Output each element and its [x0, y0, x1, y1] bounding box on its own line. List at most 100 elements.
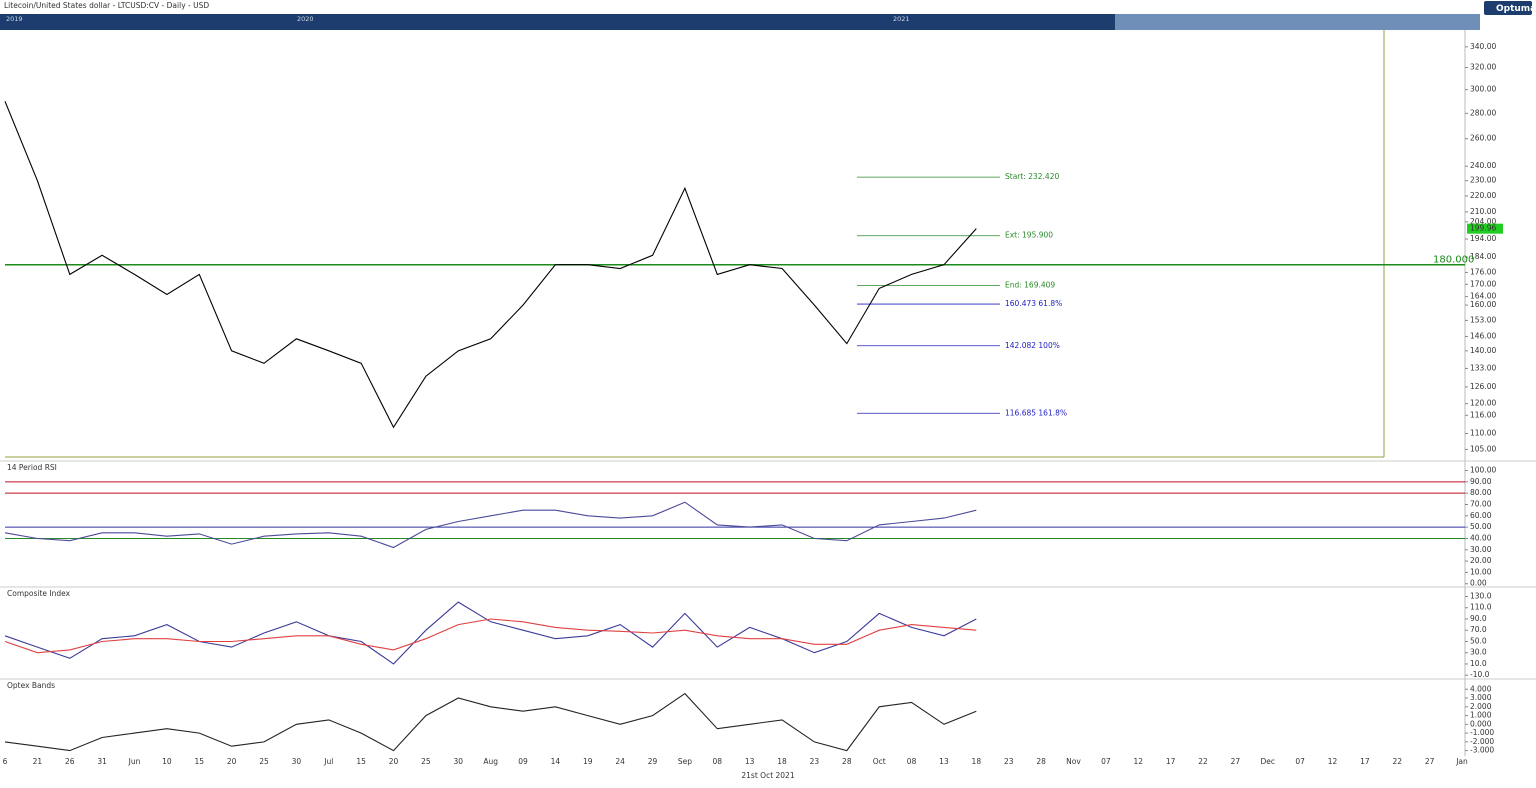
x-tick-label: 17 [1166, 757, 1176, 766]
y-tick-label: 140.00 [1470, 346, 1496, 355]
y-tick-label: 184.00 [1470, 252, 1496, 261]
y-tick-label: 1.000 [1470, 711, 1492, 720]
y-tick-label: 240.00 [1470, 161, 1496, 170]
level-label: 180.000 [1433, 255, 1474, 266]
y-tick-label: 60.00 [1470, 511, 1492, 520]
x-tick-label: 08 [713, 757, 723, 766]
fib-label: Ext: 195.900 [1005, 231, 1053, 240]
x-tick-label: 09 [518, 757, 528, 766]
y-tick-label: 90.0 [1470, 614, 1487, 623]
y-tick-label: 80.00 [1470, 488, 1492, 497]
y-tick-label: 260.00 [1470, 134, 1496, 143]
y-tick-label: 176.00 [1470, 267, 1496, 276]
chart-title: Litecoin/United States dollar - LTCUSD:C… [4, 1, 209, 10]
x-tick-label: 25 [259, 757, 269, 766]
y-tick-label: -3.000 [1470, 746, 1494, 755]
y-tick-label: 146.00 [1470, 331, 1496, 340]
y-tick-label: 170.00 [1470, 279, 1496, 288]
x-tick-label: 28 [842, 757, 852, 766]
x-tick-label: Sep [678, 757, 692, 766]
y-tick-label: 120.00 [1470, 399, 1496, 408]
x-tick-label: Oct [873, 757, 886, 766]
price-line [4, 101, 977, 429]
y-tick-label: 0.00 [1470, 579, 1487, 588]
panel-title: Optex Bands [7, 681, 55, 690]
y-tick-label: 280.00 [1470, 108, 1496, 117]
x-tick-label: 31 [97, 757, 107, 766]
y-tick-label: 220.00 [1470, 191, 1496, 200]
y-tick-label: 160.00 [1470, 300, 1496, 309]
panel-title: Composite Index [7, 589, 71, 598]
fib-label: 160.473 61.8% [1005, 299, 1062, 308]
fib-label: 142.082 100% [1005, 341, 1060, 350]
navigator-year: 2019 [6, 15, 23, 23]
x-tick-label: 27 [1231, 757, 1241, 766]
x-tick-label: Jun [128, 757, 141, 766]
y-tick-label: 300.00 [1470, 85, 1496, 94]
x-tick-label: 28 [1036, 757, 1046, 766]
series-line [4, 601, 977, 665]
y-tick-label: 50.0 [1470, 636, 1487, 645]
x-tick-label: 15 [356, 757, 366, 766]
x-tick-label: 13 [745, 757, 755, 766]
y-tick-label: 70.0 [1470, 625, 1487, 634]
x-tick-label: 25 [421, 757, 431, 766]
x-tick-label: 30 [454, 757, 464, 766]
x-tick-label: 27 [1425, 757, 1435, 766]
y-tick-label: 116.00 [1470, 410, 1496, 419]
y-tick-label: 100.00 [1470, 466, 1496, 475]
x-tick-label: 26 [65, 757, 75, 766]
y-tick-label: 110.0 [1470, 603, 1492, 612]
x-tick-label: 07 [1295, 757, 1305, 766]
y-tick-label: 20.00 [1470, 556, 1492, 565]
x-tick-label: 18 [972, 757, 982, 766]
y-tick-label: 133.00 [1470, 363, 1496, 372]
price-line [4, 501, 977, 549]
y-tick-label: 10.0 [1470, 659, 1487, 668]
y-tick-label: 320.00 [1470, 63, 1496, 72]
title-bar [0, 0, 1536, 14]
x-tick-label: 21 [33, 757, 43, 766]
y-tick-label: 153.00 [1470, 315, 1496, 324]
y-tick-label: 30.00 [1470, 545, 1492, 554]
x-tick-label: 22 [1392, 757, 1402, 766]
y-tick-label: 340.00 [1470, 42, 1496, 51]
y-tick-label: 3.000 [1470, 693, 1492, 702]
y-tick-label: 0.000 [1470, 719, 1492, 728]
y-tick-label: 210.00 [1470, 207, 1496, 216]
x-tick-label: Aug [483, 757, 498, 766]
x-tick-label: 15 [194, 757, 204, 766]
brand: Optuma [1496, 4, 1536, 14]
x-tick-label: Jul [323, 757, 333, 766]
y-tick-label: -10.0 [1470, 670, 1490, 679]
y-tick-label: 50.00 [1470, 522, 1492, 531]
x-tick-label: 18 [777, 757, 787, 766]
x-tick-label: 13 [939, 757, 949, 766]
x-tick-label: 29 [648, 757, 658, 766]
x-tick-label: 24 [615, 757, 625, 766]
x-tick-label: 17 [1360, 757, 1370, 766]
y-tick-label: 2.000 [1470, 702, 1492, 711]
y-tick-label: 194.00 [1470, 234, 1496, 243]
fib-label: 116.685 161.8% [1005, 408, 1067, 417]
y-tick-label: 230.00 [1470, 176, 1496, 185]
x-tick-label: 20 [389, 757, 399, 766]
x-tick-label: 12 [1133, 757, 1143, 766]
x-tick-label: 14 [551, 757, 561, 766]
series-line [4, 618, 977, 654]
footer-date: 21st Oct 2021 [741, 771, 794, 780]
fib-label: Start: 232.420 [1005, 172, 1059, 181]
x-tick-label: 20 [227, 757, 237, 766]
navigator-year: 2021 [893, 15, 910, 23]
x-tick-label: 10 [162, 757, 172, 766]
x-tick-label: 23 [810, 757, 820, 766]
navigator-window[interactable] [1115, 14, 1480, 30]
y-tick-label: 105.00 [1470, 444, 1496, 453]
y-tick-label: 70.00 [1470, 499, 1492, 508]
brand-box [1484, 1, 1532, 15]
y-tick-label: 204.00 [1470, 217, 1496, 226]
fib-label: End: 169.409 [1005, 280, 1055, 289]
x-tick-label: 30 [292, 757, 302, 766]
x-tick-label: 6 [3, 757, 8, 766]
